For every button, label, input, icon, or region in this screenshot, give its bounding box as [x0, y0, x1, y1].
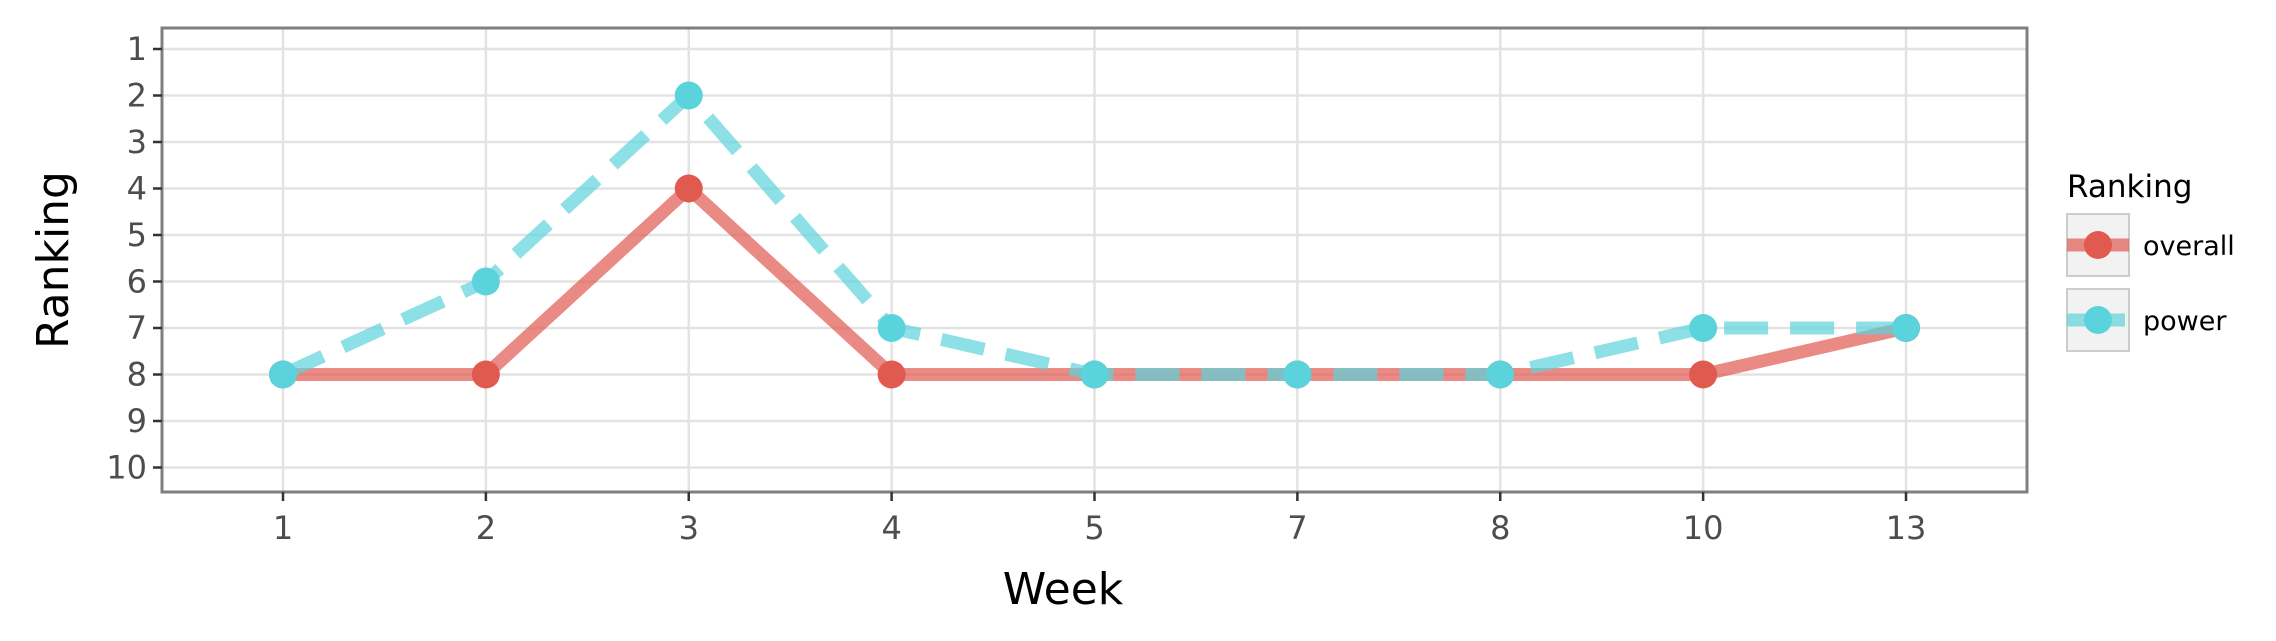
data-point-overall: [674, 174, 703, 203]
series-layer: [269, 81, 1920, 389]
y-tick-label: 2: [127, 77, 147, 115]
legend-item-overall: overall: [2066, 213, 2235, 277]
x-tick-label: 3: [679, 509, 699, 547]
y-tick-label: 4: [127, 170, 147, 208]
data-point-power: [269, 360, 297, 389]
data-point-overall: [471, 360, 500, 389]
x-tick-label: 13: [1886, 509, 1927, 547]
x-tick-label: 8: [1490, 509, 1510, 547]
legend-label: power: [2143, 306, 2227, 337]
y-tick-label: 10: [106, 449, 147, 487]
y-tick-label: 7: [127, 309, 147, 347]
data-point-power: [877, 314, 906, 342]
y-tick-label: 5: [127, 216, 147, 254]
x-axis-title: Week: [1003, 564, 1124, 615]
data-point-power: [1689, 314, 1718, 342]
y-axis-title: Ranking: [28, 171, 79, 349]
x-tick-label: 10: [1683, 509, 1724, 547]
legend-label: overall: [2143, 231, 2235, 262]
data-point-power: [1283, 360, 1312, 389]
data-point-power: [471, 267, 500, 296]
series-power: [269, 81, 1920, 389]
legend: Ranking overall power: [2066, 169, 2235, 352]
x-axis-ticks: 1 2 3 4 5 7 8 10 13: [273, 492, 1927, 547]
x-tick-label: 1: [273, 509, 293, 547]
y-axis-ticks: 1 2 3 4 5 6 7 8 9 10: [106, 30, 162, 487]
data-point-overall: [1689, 360, 1718, 389]
x-tick-label: 2: [476, 509, 496, 547]
x-tick-label: 7: [1287, 509, 1307, 547]
data-point-power: [1486, 360, 1515, 389]
x-tick-label: 4: [881, 509, 901, 547]
x-tick-label: 5: [1084, 509, 1104, 547]
legend-key-point: [2084, 231, 2112, 259]
legend-item-power: power: [2066, 288, 2227, 352]
y-tick-label: 1: [127, 30, 147, 68]
legend-key-point: [2084, 306, 2112, 334]
data-point-power: [1080, 360, 1109, 389]
y-tick-label: 3: [127, 123, 147, 161]
data-point-overall: [877, 360, 906, 389]
legend-title: Ranking: [2067, 169, 2192, 205]
data-point-power: [1892, 314, 1920, 342]
data-point-power: [674, 81, 703, 110]
y-tick-label: 8: [127, 356, 147, 394]
y-tick-label: 6: [127, 263, 147, 301]
y-tick-label: 9: [127, 402, 147, 440]
